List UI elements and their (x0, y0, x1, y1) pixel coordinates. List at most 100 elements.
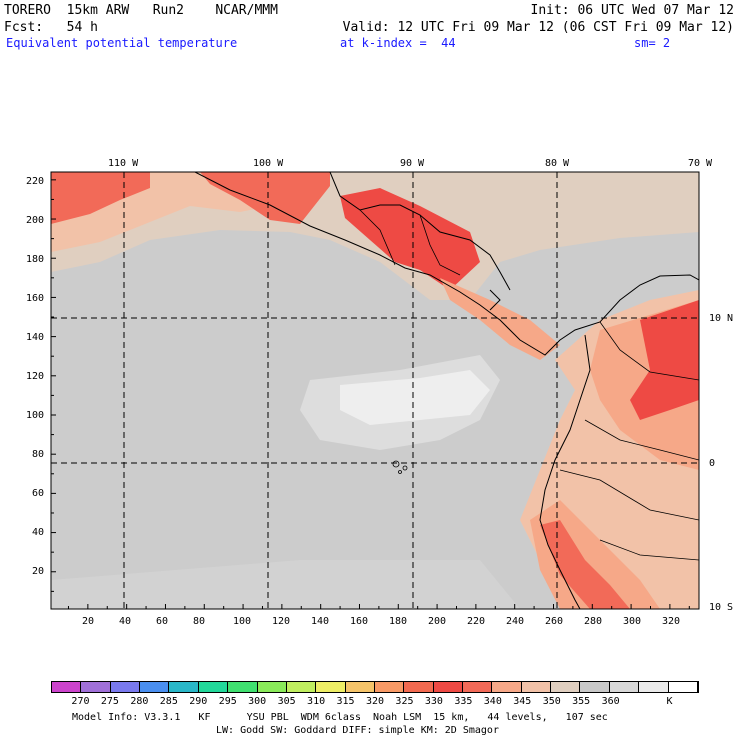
colorbar-swatch (286, 682, 317, 692)
galapagos-islands (392, 460, 408, 474)
physics-info: LW: Godd SW: Goddard DIFF: simple KM: 2D… (216, 725, 499, 736)
colorbar-swatch (345, 682, 375, 692)
colorbar-label: 340 (483, 696, 502, 707)
x-tick: 80 (193, 616, 206, 627)
y-tick: 160 (25, 293, 44, 304)
model-info: Model Info: V3.3.1 KF YSU PBL WDM 6class… (72, 712, 608, 723)
y-tick: 120 (25, 371, 44, 382)
colorbar-swatch (521, 682, 552, 692)
colorbar-swatch (81, 682, 111, 692)
colorbar-label: 325 (395, 696, 414, 707)
colorbar-swatch (551, 682, 581, 692)
lon-label: 100 W (253, 158, 284, 169)
colorbar-label: 310 (307, 696, 326, 707)
y-tick: 100 (25, 410, 44, 421)
colorbar-label: 320 (365, 696, 385, 707)
x-tick: 200 (428, 616, 447, 627)
lat-label: 10 N (709, 313, 734, 324)
level-info: at k-index = 44 (340, 36, 456, 50)
colorbar-swatch (668, 682, 698, 692)
x-tick: 320 (662, 616, 681, 627)
x-tick: 240 (506, 616, 525, 627)
y-tick: 60 (31, 488, 44, 499)
colorbar-label: 290 (189, 696, 208, 707)
smoothing-info: sm= 2 (634, 36, 671, 50)
colorbar-swatch (404, 682, 434, 692)
lon-label: 80 W (545, 158, 570, 169)
colorbar-swatch (169, 682, 199, 692)
colorbar-label: 270 (71, 696, 90, 707)
colorbar-swatch (433, 682, 464, 692)
colorbar-label: 330 (424, 696, 443, 707)
colorbar-label: 280 (130, 696, 149, 707)
colorbar-swatch (110, 682, 141, 692)
x-tick: 40 (119, 616, 132, 627)
colorbar-label: K (666, 696, 673, 707)
warm-core-nw (51, 172, 150, 224)
x-tick: 300 (623, 616, 642, 627)
colorbar-label: 360 (601, 696, 620, 707)
model-run-title: TORERO 15km ARW Run2 NCAR/MMM (4, 3, 278, 18)
colorbar-label: 305 (277, 696, 296, 707)
warm-core-south (540, 520, 630, 609)
lon-label: 110 W (108, 158, 139, 169)
x-tick: 280 (584, 616, 603, 627)
y-tick: 20 (31, 566, 44, 577)
lon-label: 90 W (400, 158, 425, 169)
colorbar-swatch (639, 682, 669, 692)
colorbar-label: 295 (218, 696, 237, 707)
x-tick: 20 (82, 616, 95, 627)
colorbar-label: 345 (513, 696, 532, 707)
forecast-hour: Fcst: 54 h (4, 20, 98, 35)
colorbar-label: 300 (248, 696, 267, 707)
lat-label: 0 (709, 458, 716, 469)
colorbar-label: 350 (542, 696, 561, 707)
init-time: Init: 06 UTC Wed 07 Mar 12 (530, 3, 735, 18)
field-name: Equivalent potential temperature (6, 36, 238, 50)
x-tick: 220 (467, 616, 486, 627)
x-tick: 160 (350, 616, 369, 627)
colorbar-label: 335 (454, 696, 473, 707)
tick-marks (51, 179, 690, 609)
y-tick: 180 (25, 254, 44, 265)
x-tick: 260 (545, 616, 564, 627)
colorbar-label: 355 (572, 696, 591, 707)
coastlines (194, 172, 699, 609)
colorbar-swatch (463, 682, 493, 692)
lon-label: 70 W (688, 158, 713, 169)
colorbar-swatch (316, 682, 346, 692)
x-tick: 120 (272, 616, 291, 627)
colorbar-swatch (228, 682, 258, 692)
warm-core-amazon (630, 300, 699, 420)
colorbar-swatch (609, 682, 640, 692)
valid-time: Valid: 12 UTC Fri 09 Mar 12 (06 CST Fri … (342, 20, 734, 35)
warm-mexico (200, 172, 330, 224)
colorbar-label: 275 (100, 696, 119, 707)
x-tick: 60 (156, 616, 169, 627)
y-tick: 220 (25, 176, 44, 187)
x-tick: 140 (311, 616, 330, 627)
colorbar-swatch (580, 682, 610, 692)
colorbar-label: 285 (159, 696, 178, 707)
map-frame (50, 171, 700, 610)
lat-label: 10 S (709, 602, 734, 613)
mid-gray-band (51, 560, 520, 609)
colorbar-swatch (257, 682, 287, 692)
colorbar-swatch (492, 682, 522, 692)
colorbar-label: 315 (336, 696, 355, 707)
colorbar-swatch (52, 682, 82, 692)
warm-central-america (340, 188, 480, 290)
colorbar-swatch (140, 682, 170, 692)
colorbar-swatch (374, 682, 405, 692)
colorbar (51, 681, 699, 693)
country-borders (359, 209, 699, 561)
x-tick: 100 (233, 616, 252, 627)
colorbar-swatch (198, 682, 229, 692)
x-tick: 180 (389, 616, 408, 627)
cool-patch-core (340, 370, 490, 425)
graticule (51, 172, 699, 609)
y-tick: 80 (31, 449, 44, 460)
y-tick: 200 (25, 215, 44, 226)
y-tick: 140 (25, 332, 44, 343)
